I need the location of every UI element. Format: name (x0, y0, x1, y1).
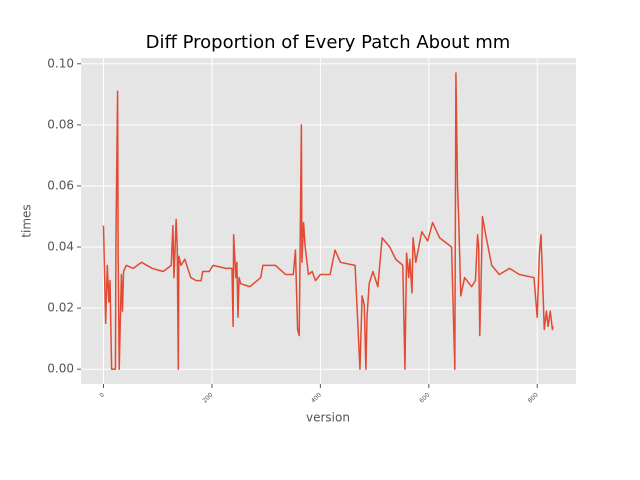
x-tick-label: 0 (98, 391, 106, 399)
y-axis-label: times (20, 204, 34, 237)
y-tick-label: 0.06 (47, 178, 74, 192)
chart-title: Diff Proportion of Every Patch About mm (146, 32, 511, 53)
plot-background (81, 58, 576, 384)
x-axis-label: version (306, 411, 350, 425)
data-line (102, 72, 554, 370)
y-tick-label: 0.04 (47, 240, 74, 254)
y-tick-label: 0.02 (47, 301, 74, 315)
y-tick-label: 0.08 (47, 117, 74, 131)
y-tick-label: 0.10 (47, 56, 74, 70)
y-tick-label: 0.00 (47, 362, 74, 376)
